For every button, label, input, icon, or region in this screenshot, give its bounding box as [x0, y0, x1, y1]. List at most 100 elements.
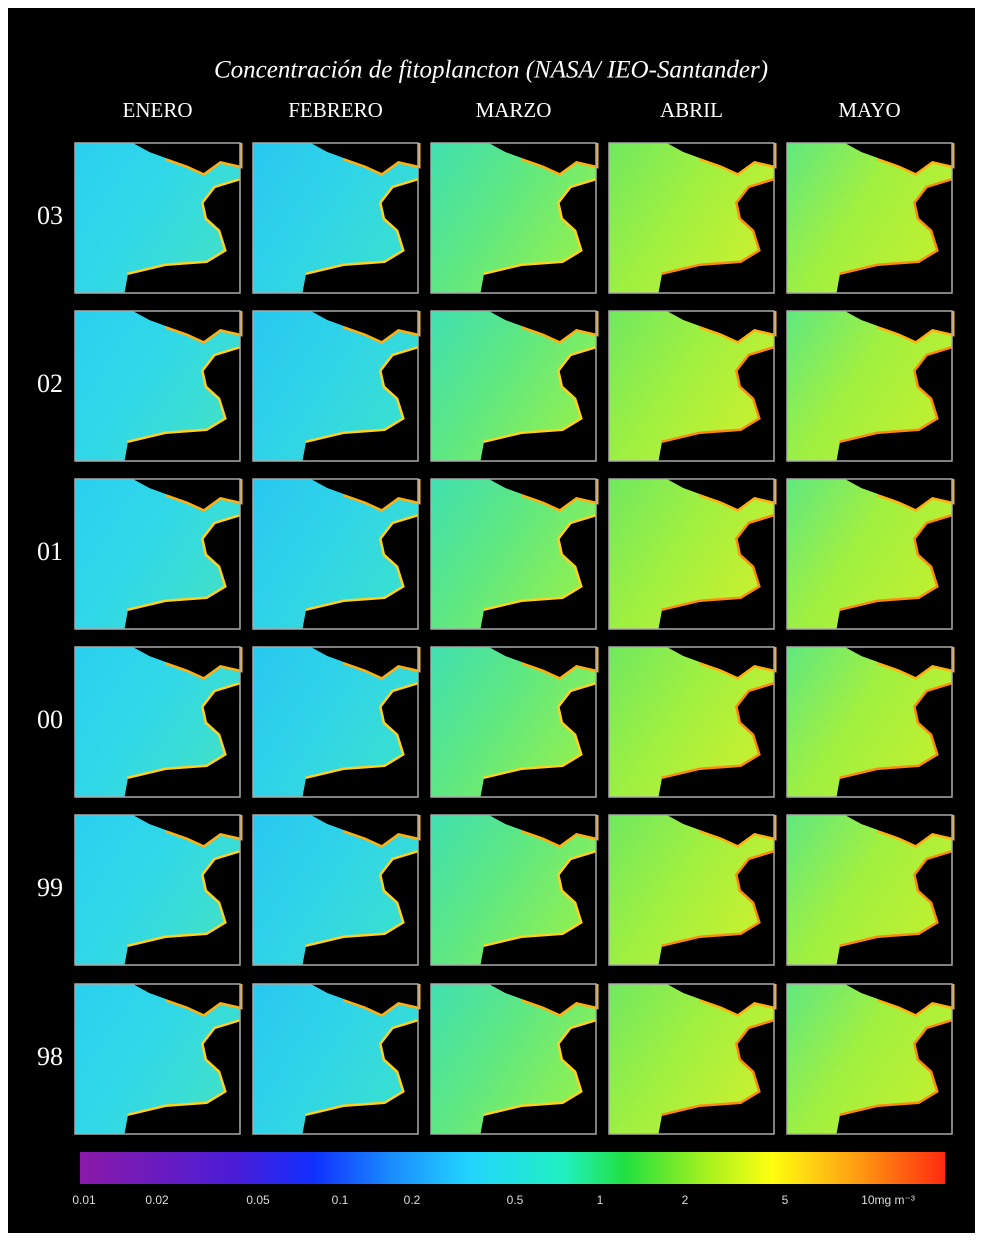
- panel-border: [608, 142, 775, 294]
- land: [666, 479, 774, 509]
- land: [124, 180, 240, 293]
- map-panel: [74, 814, 243, 966]
- land: [310, 143, 418, 173]
- row-label: 98: [37, 1042, 63, 1071]
- land: [302, 516, 418, 629]
- land: [480, 180, 596, 293]
- panel-border: [608, 310, 775, 462]
- panel-border: [430, 646, 597, 798]
- land: [310, 815, 418, 845]
- panel-border: [608, 478, 775, 630]
- panel-border: [430, 983, 597, 1135]
- column-header: ABRIL: [660, 98, 723, 122]
- panel-border: [430, 814, 597, 966]
- land: [310, 311, 418, 341]
- land: [302, 348, 418, 461]
- map-panel: [252, 983, 421, 1135]
- panel-border: [430, 142, 597, 294]
- panel-border: [252, 983, 419, 1135]
- panel-border: [608, 983, 775, 1135]
- panel-border: [252, 646, 419, 798]
- land: [132, 815, 240, 845]
- land: [836, 852, 952, 965]
- land: [844, 143, 952, 173]
- panel-border: [786, 814, 953, 966]
- colorbar: [80, 1152, 945, 1184]
- map-panel: [786, 983, 955, 1135]
- map-panel: [74, 983, 243, 1135]
- land: [488, 479, 596, 509]
- land: [488, 647, 596, 677]
- land: [658, 516, 774, 629]
- map-panel: [608, 814, 777, 966]
- land: [124, 852, 240, 965]
- land: [302, 180, 418, 293]
- land: [132, 311, 240, 341]
- land: [488, 984, 596, 1014]
- land: [302, 684, 418, 797]
- colorbar-label: 0.1: [332, 1193, 349, 1207]
- map-panel: [74, 646, 243, 798]
- land: [124, 516, 240, 629]
- map-panel: [430, 478, 599, 630]
- map-panel: [608, 478, 777, 630]
- land: [124, 348, 240, 461]
- map-panel: [252, 142, 421, 294]
- land: [310, 984, 418, 1014]
- land: [844, 984, 952, 1014]
- land: [836, 684, 952, 797]
- map-panel: [252, 646, 421, 798]
- land: [658, 348, 774, 461]
- map-panel: [786, 646, 955, 798]
- panel-border: [74, 814, 241, 966]
- land: [132, 984, 240, 1014]
- map-panel: [252, 814, 421, 966]
- title: Concentración de fitoplancton (NASA/ IEO…: [214, 57, 768, 84]
- land: [488, 815, 596, 845]
- panel-border: [786, 310, 953, 462]
- map-panel: [430, 983, 599, 1135]
- land: [480, 1021, 596, 1134]
- panel-border: [252, 478, 419, 630]
- map-panel: [608, 310, 777, 462]
- land: [480, 684, 596, 797]
- land: [132, 479, 240, 509]
- land: [666, 984, 774, 1014]
- land: [480, 516, 596, 629]
- panel-border: [74, 983, 241, 1135]
- land: [836, 180, 952, 293]
- panel-border: [74, 646, 241, 798]
- column-header: ENERO: [123, 98, 193, 122]
- land: [658, 1021, 774, 1134]
- map-panel: [786, 310, 955, 462]
- land: [844, 647, 952, 677]
- map-panel: [430, 646, 599, 798]
- land: [658, 852, 774, 965]
- land: [302, 1021, 418, 1134]
- land: [844, 479, 952, 509]
- row-label: 03: [37, 201, 63, 230]
- land: [844, 311, 952, 341]
- map-panel: [252, 310, 421, 462]
- panel-border: [608, 814, 775, 966]
- land: [302, 852, 418, 965]
- column-header: MAYO: [838, 98, 900, 122]
- land: [132, 143, 240, 173]
- panel-border: [786, 142, 953, 294]
- map-panel: [74, 142, 243, 294]
- colorbar-label: 0.2: [404, 1193, 421, 1207]
- land: [310, 647, 418, 677]
- map-panel: [430, 310, 599, 462]
- map-panel: [74, 478, 243, 630]
- land: [666, 647, 774, 677]
- map-panel: [786, 814, 955, 966]
- panel-border: [252, 142, 419, 294]
- column-header: MARZO: [476, 98, 552, 122]
- land: [480, 348, 596, 461]
- land: [836, 1021, 952, 1134]
- land: [132, 647, 240, 677]
- map-panel: [786, 142, 955, 294]
- land: [666, 815, 774, 845]
- map-panel: [430, 142, 599, 294]
